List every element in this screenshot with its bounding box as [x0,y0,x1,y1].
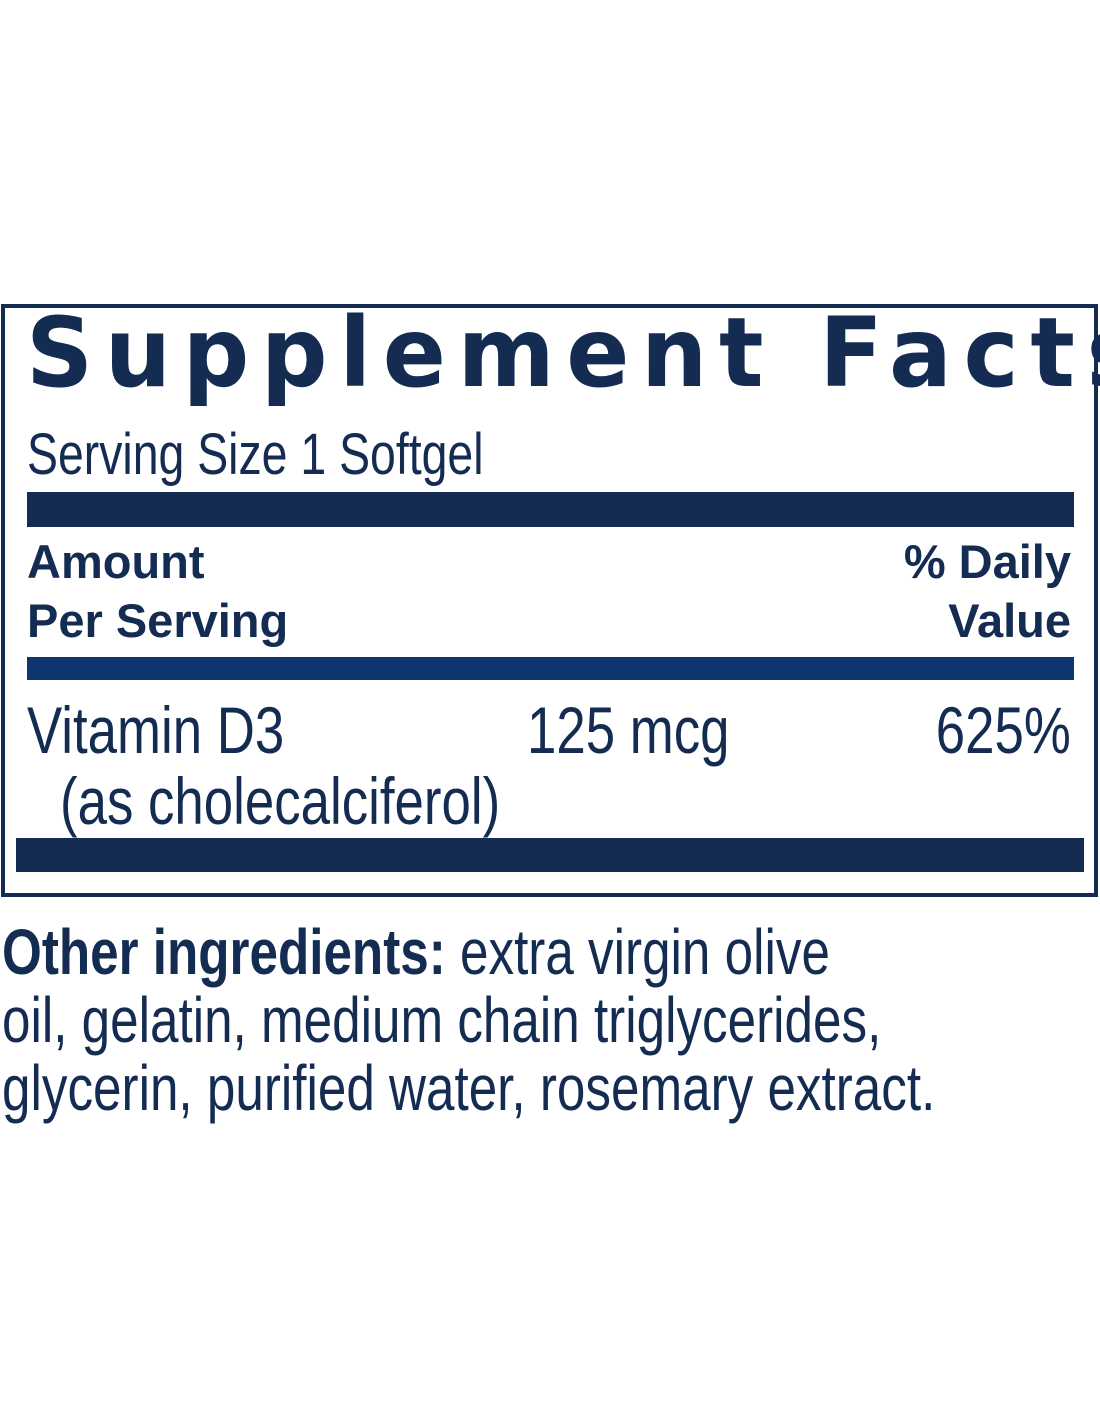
dv-header-line1: % Daily [903,535,1071,588]
bottom-divider [16,838,1084,872]
label-title: Supplement Facts [26,297,1100,409]
nutrient-amount: 125 mcg [527,693,730,767]
serving-size: Serving Size 1 Softgel [27,422,484,487]
nutrient-subname: (as cholecalciferol) [60,764,501,838]
medium-divider [27,657,1074,680]
other-ingredients-text: extra virgin olive [445,916,830,988]
nutrient-name: Vitamin D3 [27,693,285,767]
other-ingredients-line3: glycerin, purified water, rosemary extra… [2,1052,936,1124]
nutrient-dv: 625% [935,693,1071,767]
thick-divider [27,492,1074,527]
other-ingredients-label: Other ingredients: [2,916,446,988]
amount-header-line2: Per Serving [27,594,289,647]
other-ingredients-line1: Other ingredients: extra virgin olive [2,920,830,984]
amount-header-line1: Amount [27,535,205,588]
dv-header-line2: Value [948,594,1071,647]
supplement-facts-box [1,304,1098,897]
other-ingredients-line2: oil, gelatin, medium chain triglycerides… [2,984,882,1056]
